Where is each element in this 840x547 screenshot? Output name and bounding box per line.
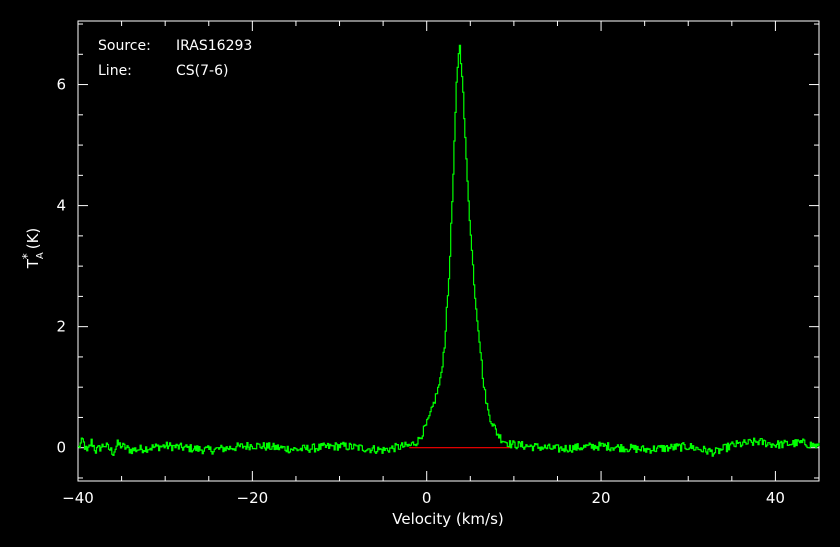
y-axis-label-sub: A — [35, 252, 46, 259]
y-tick-label: 0 — [56, 439, 66, 457]
plot-frame — [77, 20, 820, 482]
y-axis-label-main: T — [24, 258, 42, 269]
line-value: CS(7-6) — [176, 63, 228, 79]
source-value: IRAS16293 — [176, 38, 252, 54]
spectrum-line — [78, 44, 820, 457]
x-tick-label: 40 — [766, 489, 785, 507]
x-tick-label: −40 — [62, 489, 94, 507]
y-axis-label-sup: * — [20, 253, 34, 259]
y-tick-label: 6 — [56, 76, 66, 94]
y-axis-label-unit: (K) — [24, 228, 42, 250]
svg-text:TA*(K): TA* (K) — [20, 228, 46, 270]
source-label: Source: — [98, 38, 151, 54]
y-tick-label: 4 — [56, 197, 66, 215]
y-axis-label: TA* (K) — [20, 228, 46, 270]
x-tick-label: 0 — [422, 489, 432, 507]
x-axis-label: Velocity (km/s) — [392, 510, 503, 528]
y-tick-label: 2 — [56, 318, 66, 336]
x-tick-label: 20 — [592, 489, 611, 507]
x-tick-label: −20 — [237, 489, 269, 507]
axis-tick-labels: −40 −20 0 20 40 0 2 4 6 — [56, 76, 785, 507]
line-label: Line: — [98, 63, 132, 79]
axis-ticks — [77, 21, 820, 481]
